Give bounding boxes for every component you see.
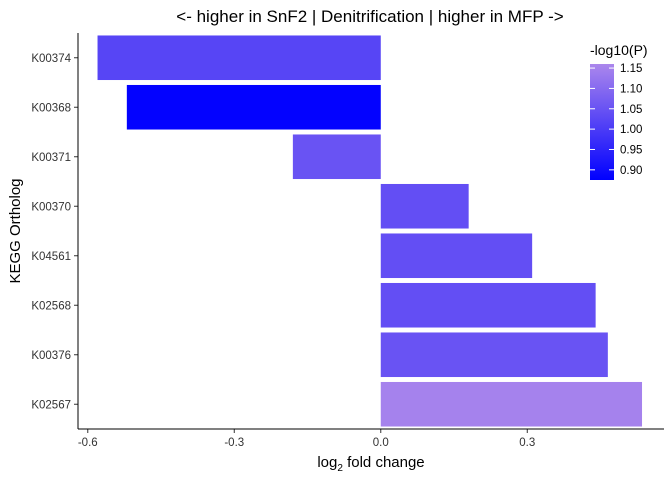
bar-K00376 <box>380 332 608 378</box>
legend-tick-label: 0.90 <box>620 165 642 177</box>
bar-K02567 <box>380 381 643 427</box>
x-tick-label: -0.3 <box>224 437 244 449</box>
legend-tick-label: 0.95 <box>620 144 642 156</box>
bar-K00370 <box>380 183 469 229</box>
y-tick-label: K00371 <box>31 152 71 164</box>
x-axis-title-base: log <box>317 454 337 471</box>
x-ticks-group: -0.6 -0.3 0.0 0.3 <box>78 429 535 449</box>
legend: -log10(P) 1.15 1.10 1.05 1.00 0.95 0.90 <box>590 42 648 180</box>
x-tick-label: 0.3 <box>519 437 535 449</box>
legend-ticks-group: 1.15 1.10 1.05 1.00 0.95 0.90 <box>590 63 642 177</box>
bar-K00368 <box>126 84 381 130</box>
bar-K04561 <box>380 233 533 279</box>
legend-colorbar <box>590 64 614 180</box>
bar-K00374 <box>97 35 381 81</box>
y-tick-label: K04561 <box>31 251 71 263</box>
y-axis-title: KEGG Ortholog <box>7 178 24 283</box>
legend-tick-label: 1.15 <box>620 63 642 75</box>
bars-group <box>97 35 643 427</box>
y-tick-label: K00368 <box>31 102 71 114</box>
legend-tick-label: 1.05 <box>620 104 642 116</box>
chart-title: <- higher in SnF2 | Denitrification | hi… <box>176 7 563 26</box>
y-tick-label: K00374 <box>31 53 71 65</box>
x-axis-title-subscript: 2 <box>337 463 343 474</box>
bar-K00371 <box>292 134 381 180</box>
y-tick-label: K00370 <box>31 201 71 213</box>
x-axis-title-rest: fold change <box>343 454 425 471</box>
x-axis-title: log2 fold change <box>317 454 424 474</box>
x-tick-label: -0.6 <box>78 437 98 449</box>
legend-tick-label: 1.00 <box>620 124 642 136</box>
legend-title: -log10(P) <box>590 42 648 58</box>
y-tick-label: K00376 <box>31 350 71 362</box>
y-tick-label: K02567 <box>31 399 71 411</box>
bar-K02568 <box>380 282 596 328</box>
legend-tick-label: 1.10 <box>620 83 642 95</box>
x-tick-label: 0.0 <box>373 437 389 449</box>
y-tick-label: K02568 <box>31 300 71 312</box>
y-ticks-group: K00374 K00368 K00371 K00370 K04561 K02568 K003… <box>31 53 78 411</box>
